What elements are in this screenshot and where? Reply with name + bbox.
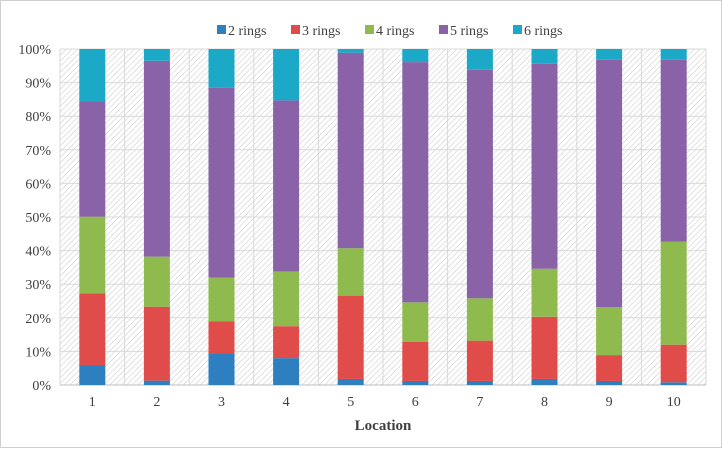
x-axis: 1 2 3 4 5 6 7 8 9 10 xyxy=(89,395,681,410)
x-tick-label: 10 xyxy=(667,395,681,410)
bar-segment-4-rings-loc-6 xyxy=(402,302,429,342)
x-tick-label: 6 xyxy=(412,395,419,410)
bar-segment-3-rings-loc-1 xyxy=(79,293,106,366)
bar-segment-3-rings-loc-9 xyxy=(596,355,623,381)
y-tick-label: 90% xyxy=(25,77,51,92)
y-tick-label: 10% xyxy=(25,345,51,360)
bar-segment-3-rings-loc-4 xyxy=(273,326,300,359)
bar-segment-5-rings-loc-8 xyxy=(531,63,558,269)
bar-segment-6-rings-loc-4 xyxy=(273,49,300,101)
legend-swatch-6-rings xyxy=(513,25,522,34)
y-tick-label: 20% xyxy=(25,312,51,327)
bar-segment-6-rings-loc-1 xyxy=(79,49,106,102)
x-tick-label: 1 xyxy=(89,395,96,410)
bar-segment-2-rings-loc-4 xyxy=(273,358,300,385)
legend-swatch-5-rings xyxy=(439,25,448,34)
bar-segment-5-rings-loc-4 xyxy=(273,100,300,272)
bar-segment-6-rings-loc-9 xyxy=(596,49,623,60)
y-tick-label: 40% xyxy=(25,245,51,260)
bar-segment-3-rings-loc-2 xyxy=(143,306,170,381)
bar-segment-2-rings-loc-8 xyxy=(531,378,558,385)
bar-segment-2-rings-loc-5 xyxy=(337,378,364,385)
bar-segment-5-rings-loc-7 xyxy=(466,69,493,299)
x-tick-label: 3 xyxy=(218,395,225,410)
y-tick-label: 0% xyxy=(32,379,51,394)
bar-segment-5-rings-loc-9 xyxy=(596,59,623,308)
bar-segment-4-rings-loc-4 xyxy=(273,271,300,327)
bar-segment-5-rings-loc-5 xyxy=(337,52,364,249)
y-tick-label: 50% xyxy=(25,211,51,226)
bar-segment-4-rings-loc-8 xyxy=(531,268,558,317)
bar-segment-4-rings-loc-5 xyxy=(337,248,364,296)
x-tick-label: 9 xyxy=(606,395,613,410)
bar-segment-4-rings-loc-9 xyxy=(596,307,623,356)
bar-segment-5-rings-loc-2 xyxy=(143,60,170,257)
y-tick-label: 100% xyxy=(18,43,51,58)
x-tick-label: 7 xyxy=(476,395,483,410)
legend-swatch-4-rings xyxy=(365,25,374,34)
bar-segment-4-rings-loc-1 xyxy=(79,216,106,294)
bar-segment-3-rings-loc-10 xyxy=(660,344,687,383)
legend-label: 2 rings xyxy=(228,24,267,39)
bar-segment-5-rings-loc-1 xyxy=(79,101,106,217)
x-tick-label: 4 xyxy=(283,395,290,410)
bar-segment-6-rings-loc-3 xyxy=(208,49,235,88)
bar-segment-5-rings-loc-3 xyxy=(208,87,235,278)
bar-segment-4-rings-loc-10 xyxy=(660,241,687,345)
bar-segment-3-rings-loc-7 xyxy=(466,340,493,381)
x-tick-label: 5 xyxy=(347,395,354,410)
legend-label: 6 rings xyxy=(524,24,563,39)
bar-segment-5-rings-loc-10 xyxy=(660,59,687,242)
bar-segment-2-rings-loc-1 xyxy=(79,365,106,385)
y-tick-label: 30% xyxy=(25,278,51,293)
x-tick-label: 2 xyxy=(153,395,160,410)
legend-label: 5 rings xyxy=(450,24,489,39)
bar-segment-6-rings-loc-5 xyxy=(337,49,364,53)
y-tick-label: 60% xyxy=(25,177,51,192)
bars xyxy=(79,49,687,385)
legend-swatch-3-rings xyxy=(291,25,300,34)
bar-segment-5-rings-loc-6 xyxy=(402,62,429,303)
y-tick-label: 80% xyxy=(25,110,51,125)
bar-segment-3-rings-loc-3 xyxy=(208,321,235,354)
y-axis: 0% 10% 20% 30% 40% 50% 60% 70% 80% 90% 100% xyxy=(18,43,51,394)
bar-segment-6-rings-loc-8 xyxy=(531,49,558,64)
x-axis-label: Location xyxy=(355,418,412,434)
bar-segment-6-rings-loc-2 xyxy=(143,49,170,61)
bar-segment-2-rings-loc-10 xyxy=(660,382,687,385)
legend-label: 4 rings xyxy=(376,24,415,39)
bar-segment-6-rings-loc-7 xyxy=(466,49,493,70)
bar-segment-2-rings-loc-7 xyxy=(466,380,493,385)
bar-segment-4-rings-loc-3 xyxy=(208,277,235,322)
bar-segment-4-rings-loc-7 xyxy=(466,298,493,341)
legend-label: 3 rings xyxy=(302,24,341,39)
bar-segment-6-rings-loc-10 xyxy=(660,49,687,60)
bar-segment-6-rings-loc-6 xyxy=(402,49,429,63)
y-tick-label: 70% xyxy=(25,144,51,159)
bar-segment-2-rings-loc-2 xyxy=(143,380,170,385)
legend-swatch-2-rings xyxy=(217,25,226,34)
legend: 2 rings 3 rings 4 rings 5 rings 6 rings xyxy=(217,24,563,39)
bar-segment-4-rings-loc-2 xyxy=(143,256,170,307)
bar-segment-2-rings-loc-6 xyxy=(402,380,429,385)
bar-segment-3-rings-loc-6 xyxy=(402,341,429,381)
x-tick-label: 8 xyxy=(541,395,548,410)
bar-segment-2-rings-loc-9 xyxy=(596,380,623,385)
bar-segment-3-rings-loc-8 xyxy=(531,316,558,379)
bar-segment-3-rings-loc-5 xyxy=(337,295,364,379)
bar-segment-2-rings-loc-3 xyxy=(208,353,235,385)
